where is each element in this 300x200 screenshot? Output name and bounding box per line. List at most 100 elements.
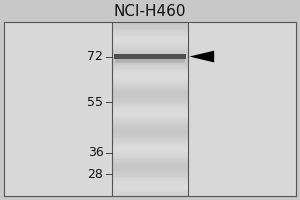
Bar — [112, 107, 188, 109]
Bar — [112, 145, 188, 147]
Bar — [112, 32, 188, 34]
Bar — [112, 114, 188, 116]
Polygon shape — [189, 51, 214, 62]
Bar — [112, 36, 188, 37]
Bar — [112, 173, 188, 175]
Bar — [112, 156, 188, 158]
Bar — [112, 98, 188, 100]
Bar — [112, 65, 188, 67]
Bar — [112, 91, 188, 93]
Bar — [112, 187, 188, 189]
Bar — [112, 175, 188, 177]
Bar — [112, 163, 188, 164]
Bar — [112, 77, 188, 79]
Bar — [112, 74, 188, 76]
Bar — [112, 126, 188, 128]
Bar — [112, 67, 188, 69]
Bar — [112, 22, 188, 23]
Bar — [112, 119, 188, 121]
Bar — [112, 104, 188, 105]
Bar — [112, 158, 188, 159]
Bar — [112, 27, 188, 29]
Bar — [112, 116, 188, 117]
Bar — [112, 72, 188, 74]
Bar — [112, 142, 188, 144]
Bar — [112, 138, 188, 140]
Bar — [113, 54, 187, 59]
Bar — [112, 64, 188, 65]
Bar — [112, 189, 188, 191]
Bar — [112, 88, 188, 90]
Bar — [112, 152, 188, 154]
Bar — [112, 137, 188, 138]
Bar — [112, 144, 188, 145]
Bar — [112, 180, 188, 182]
Bar — [112, 44, 188, 46]
Bar — [112, 50, 188, 51]
Bar — [112, 83, 188, 84]
Bar — [112, 130, 188, 131]
Bar — [112, 194, 188, 196]
Bar — [112, 41, 188, 43]
Bar — [112, 57, 188, 58]
Bar — [112, 171, 188, 173]
Bar — [112, 60, 188, 62]
Bar — [112, 37, 188, 39]
Bar — [112, 29, 188, 30]
Bar — [112, 30, 188, 32]
Text: 28: 28 — [88, 168, 103, 181]
Bar — [112, 46, 188, 48]
Bar — [112, 69, 188, 70]
Bar — [112, 102, 188, 104]
Bar — [112, 164, 188, 166]
Text: 72: 72 — [88, 50, 103, 63]
Bar — [112, 48, 188, 50]
Bar — [112, 154, 188, 156]
Bar — [112, 166, 188, 168]
Bar — [112, 124, 188, 126]
Bar — [112, 93, 188, 95]
Bar — [112, 62, 188, 64]
Bar — [112, 97, 188, 98]
Bar — [112, 23, 188, 25]
Bar — [112, 192, 188, 194]
Bar — [112, 117, 188, 119]
Bar — [112, 159, 188, 161]
Bar — [112, 168, 188, 170]
Bar — [112, 53, 188, 55]
Bar — [112, 100, 188, 102]
Bar — [112, 112, 188, 114]
Bar — [112, 34, 188, 36]
Bar — [112, 147, 188, 149]
Bar — [112, 135, 188, 137]
Bar — [112, 178, 188, 180]
Bar — [112, 81, 188, 83]
Bar — [112, 84, 188, 86]
Bar — [112, 76, 188, 77]
Bar — [112, 70, 188, 72]
Title: NCI-H460: NCI-H460 — [114, 4, 186, 19]
Bar — [112, 133, 188, 135]
Bar — [112, 184, 188, 185]
Bar — [112, 123, 188, 124]
Bar — [112, 79, 188, 81]
Bar — [112, 25, 188, 27]
Bar — [112, 111, 188, 112]
Bar — [112, 161, 188, 163]
Bar — [112, 109, 188, 111]
Bar — [112, 177, 188, 178]
Bar — [112, 58, 188, 60]
Bar — [112, 191, 188, 192]
Bar — [112, 182, 188, 184]
Text: 36: 36 — [88, 146, 103, 159]
Bar — [112, 86, 188, 88]
Bar — [112, 140, 188, 142]
Bar — [112, 185, 188, 187]
Bar — [112, 39, 188, 41]
Bar — [112, 105, 188, 107]
Bar — [112, 131, 188, 133]
Bar — [115, 59, 185, 63]
Bar — [112, 90, 188, 91]
Bar — [112, 55, 188, 57]
Bar — [112, 149, 188, 151]
